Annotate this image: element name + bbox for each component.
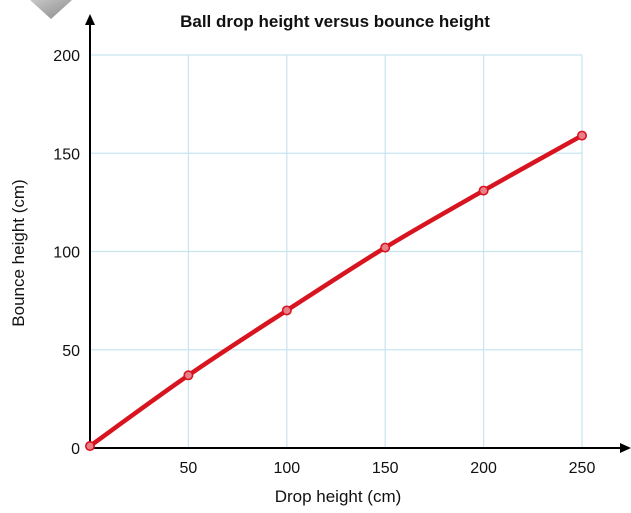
- series-line: [87, 133, 585, 449]
- corner-decoration: [30, 0, 72, 19]
- x-axis-arrow: [620, 443, 631, 453]
- y-tick-label: 100: [53, 245, 80, 262]
- x-tick-label: 100: [273, 460, 300, 477]
- data-point: [380, 242, 391, 253]
- x-tick-label: 250: [569, 460, 596, 477]
- y-axis-label: Bounce height (cm): [9, 179, 28, 326]
- y-tick-label: 200: [53, 48, 80, 65]
- y-axis-arrow: [85, 14, 95, 25]
- chart-title: Ball drop height versus bounce height: [180, 12, 490, 31]
- x-axis-label: Drop height (cm): [275, 487, 402, 506]
- data-point: [85, 441, 96, 452]
- x-tick-label: 200: [470, 460, 497, 477]
- x-tick-label: 150: [372, 460, 399, 477]
- data-point: [576, 130, 587, 141]
- tick-labels: 50 100 150 200 250 0 50 100 150 200: [53, 48, 595, 477]
- y-tick-label: 150: [53, 146, 80, 163]
- series-layer: [85, 130, 587, 452]
- grid: [90, 54, 583, 448]
- data-point: [281, 305, 292, 316]
- x-tick-label: 50: [180, 460, 198, 477]
- y-tick-label: 0: [71, 441, 80, 458]
- data-point: [183, 370, 194, 381]
- axes: [85, 14, 631, 453]
- data-point: [478, 185, 489, 196]
- y-tick-label: 50: [62, 343, 80, 360]
